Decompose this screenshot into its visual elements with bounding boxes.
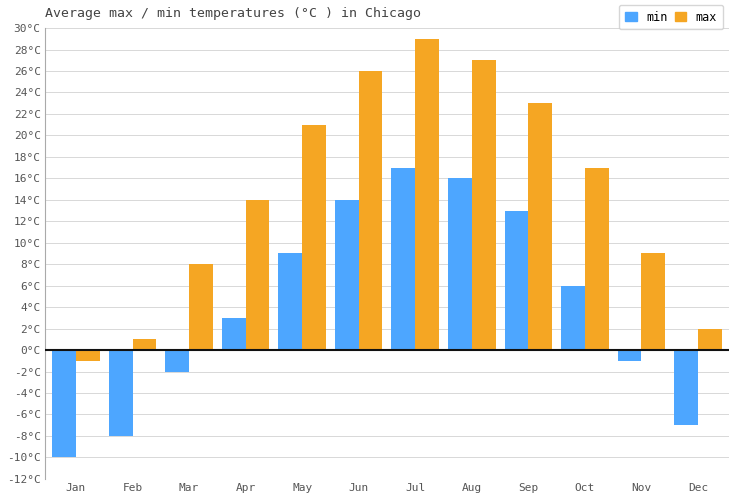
- Bar: [189, 264, 213, 350]
- Bar: [585, 168, 609, 350]
- Bar: [358, 71, 383, 350]
- Bar: [561, 286, 585, 350]
- Legend: min, max: min, max: [619, 4, 723, 29]
- Bar: [109, 350, 132, 436]
- Bar: [335, 200, 358, 350]
- Bar: [52, 350, 76, 458]
- Bar: [528, 103, 552, 350]
- Bar: [302, 124, 326, 350]
- Bar: [448, 178, 472, 350]
- Bar: [505, 210, 528, 350]
- Bar: [472, 60, 495, 350]
- Bar: [166, 350, 189, 372]
- Bar: [132, 340, 156, 350]
- Bar: [246, 200, 269, 350]
- Bar: [76, 350, 99, 361]
- Bar: [674, 350, 698, 425]
- Bar: [415, 39, 439, 350]
- Bar: [618, 350, 641, 361]
- Bar: [392, 168, 415, 350]
- Bar: [278, 254, 302, 350]
- Text: Average max / min temperatures (°C ) in Chicago: Average max / min temperatures (°C ) in …: [45, 7, 421, 20]
- Bar: [641, 254, 665, 350]
- Bar: [698, 328, 722, 350]
- Bar: [222, 318, 246, 350]
